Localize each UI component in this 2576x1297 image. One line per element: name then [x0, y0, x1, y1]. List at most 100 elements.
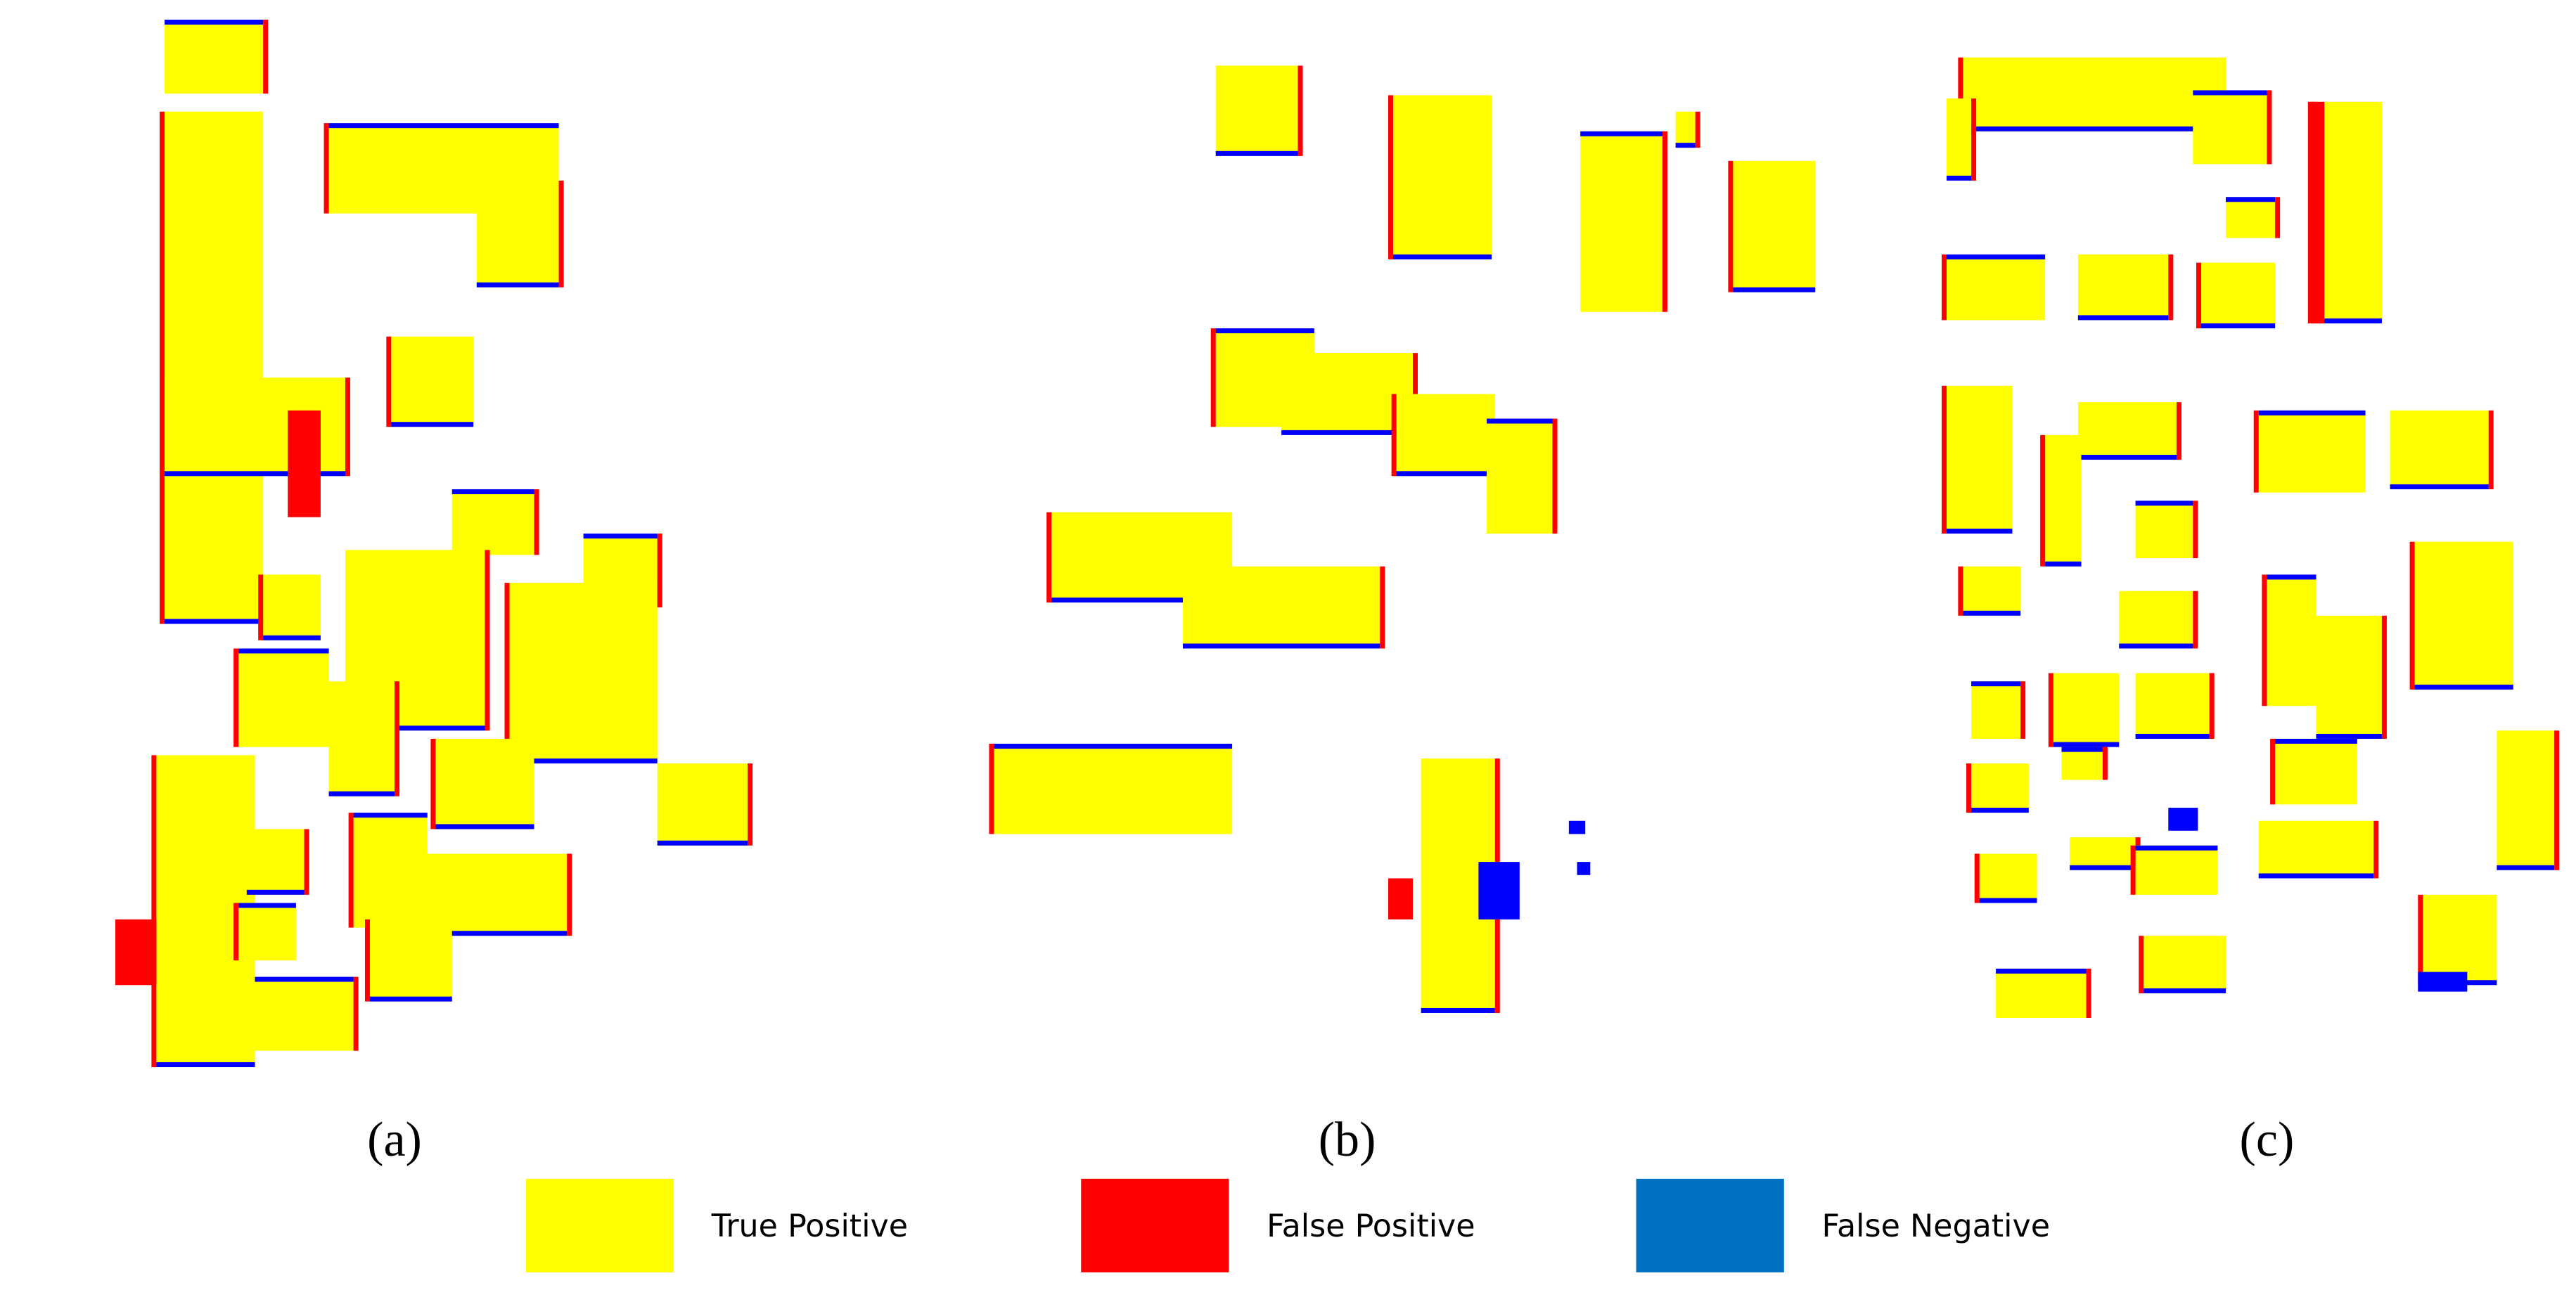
false-negative-edge [2135, 845, 2218, 851]
false-positive-edge [1966, 763, 1972, 813]
building [1971, 763, 2029, 813]
false-positive-edge [748, 763, 753, 846]
building [2258, 410, 2366, 493]
false-negative-edge [2119, 643, 2193, 649]
false-positive-edge [364, 919, 370, 1002]
building [1215, 65, 1298, 156]
false-positive-edge [2193, 501, 2198, 559]
building [1183, 566, 1380, 649]
false-negative-region [1568, 820, 1586, 834]
false-positive-edge [1388, 95, 1393, 259]
legend-label: True Positive [711, 1208, 908, 1244]
false-positive-region [115, 919, 157, 986]
false-negative-edge [451, 489, 534, 494]
legend-swatch [525, 1178, 674, 1272]
false-negative-edge [1215, 328, 1314, 334]
false-positive-edge [1297, 65, 1303, 156]
false-negative-edge [328, 123, 559, 129]
building [1979, 853, 2037, 903]
false-negative-edge [214, 976, 354, 982]
building [2144, 936, 2226, 993]
false-positive-edge [534, 489, 539, 555]
false-positive-edge [2554, 730, 2560, 870]
building [435, 738, 534, 830]
building [1281, 353, 1413, 435]
false-positive-edge [2020, 681, 2026, 739]
building [2390, 410, 2489, 489]
false-negative-edge [1396, 471, 1495, 477]
building [1963, 566, 2021, 616]
false-positive-edge [2168, 254, 2174, 321]
building [1947, 98, 1972, 181]
building [353, 813, 428, 928]
false-negative-edge [2316, 318, 2382, 324]
false-positive-edge [2196, 262, 2202, 329]
building [2316, 101, 2382, 324]
building [2070, 837, 2136, 870]
false-negative-edge [1281, 430, 1413, 435]
building [369, 919, 452, 1002]
false-positive-edge [233, 903, 239, 961]
false-negative-edge [1979, 898, 2037, 903]
false-positive-edge [2102, 747, 2108, 780]
false-negative-edge [1947, 175, 1972, 181]
legend: True Positive False Positive False Negativ… [525, 1178, 2051, 1272]
false-negative-edge [2390, 484, 2489, 489]
building [994, 743, 1233, 834]
false-positive-edge [353, 976, 359, 1051]
false-positive-edge [2209, 673, 2215, 739]
false-negative-edge [238, 903, 296, 908]
false-negative-edge [1963, 610, 2021, 616]
legend-label: False Negative [1822, 1208, 2051, 1244]
false-positive-edge [304, 829, 309, 895]
false-positive-edge [1942, 254, 1947, 321]
false-negative-edge [1996, 968, 2087, 974]
building [1733, 160, 1816, 292]
false-positive-edge [504, 583, 510, 763]
false-negative-edge [1183, 643, 1380, 649]
building [1963, 57, 2226, 131]
false-negative-edge [165, 20, 264, 25]
false-positive-edge [1380, 566, 1385, 649]
panel-label: (c) [2240, 1113, 2295, 1167]
building [583, 534, 658, 608]
false-negative-edge [156, 1062, 255, 1068]
false-negative-edge [2258, 410, 2366, 415]
building [246, 829, 305, 895]
false-negative-edge [2144, 988, 2226, 993]
false-negative-edge [2135, 501, 2193, 506]
false-negative-edge [1963, 126, 2226, 131]
false-negative-edge [2061, 747, 2103, 752]
building [2077, 402, 2177, 460]
building [1971, 681, 2021, 739]
false-positive-edge [1971, 98, 1977, 181]
false-positive-edge [2275, 197, 2281, 238]
building [238, 648, 329, 747]
building [2135, 845, 2218, 895]
building [165, 111, 264, 624]
false-negative-edge [165, 619, 264, 624]
false-negative-edge [2053, 742, 2120, 747]
false-negative-edge [1947, 254, 2046, 259]
false-positive-edge [1046, 512, 1052, 603]
false-positive-edge [2176, 402, 2181, 460]
false-negative-edge [2497, 865, 2555, 870]
false-negative-edge [2275, 738, 2357, 744]
false-negative-edge [1421, 1007, 1495, 1013]
false-negative-edge [263, 635, 321, 640]
false-negative-edge [2077, 454, 2177, 460]
false-negative-edge [2201, 323, 2276, 329]
building [1392, 95, 1492, 259]
false-positive-edge [348, 813, 354, 928]
building [1396, 394, 1495, 477]
false-positive-edge [1662, 131, 1667, 312]
false-negative-edge [2135, 733, 2210, 739]
false-negative-edge [246, 889, 305, 895]
building [2045, 434, 2082, 567]
false-positive-edge [263, 20, 269, 94]
false-positive-edge [2418, 894, 2423, 986]
building [238, 903, 296, 961]
false-negative-edge [165, 471, 345, 477]
